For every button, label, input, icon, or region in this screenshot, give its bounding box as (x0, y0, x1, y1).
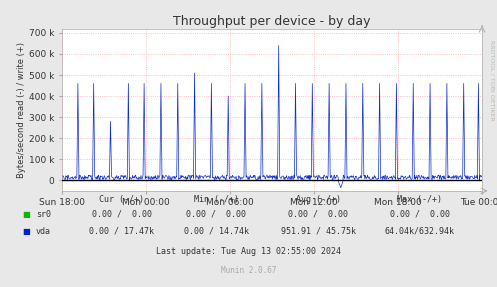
Title: Throughput per device - by day: Throughput per device - by day (173, 15, 371, 28)
Text: Min (-/+): Min (-/+) (194, 195, 239, 204)
Text: vda: vda (36, 227, 51, 236)
Text: Avg (-/+): Avg (-/+) (296, 195, 340, 204)
Text: 0.00 /  0.00: 0.00 / 0.00 (186, 210, 246, 219)
Text: 64.04k/632.94k: 64.04k/632.94k (385, 227, 455, 236)
Text: ■: ■ (22, 210, 30, 219)
Text: Cur (-/+): Cur (-/+) (99, 195, 144, 204)
Text: 951.91 / 45.75k: 951.91 / 45.75k (281, 227, 355, 236)
Text: Max (-/+): Max (-/+) (398, 195, 442, 204)
Text: Munin 2.0.67: Munin 2.0.67 (221, 266, 276, 275)
Text: 0.00 /  0.00: 0.00 / 0.00 (288, 210, 348, 219)
Text: 0.00 / 14.74k: 0.00 / 14.74k (184, 227, 248, 236)
Text: 0.00 / 17.47k: 0.00 / 17.47k (89, 227, 154, 236)
Text: ■: ■ (22, 227, 30, 236)
Text: sr0: sr0 (36, 210, 51, 219)
Y-axis label: Bytes/second read (-) / write (+): Bytes/second read (-) / write (+) (17, 42, 26, 178)
Text: Last update: Tue Aug 13 02:55:00 2024: Last update: Tue Aug 13 02:55:00 2024 (156, 247, 341, 256)
Text: 0.00 /  0.00: 0.00 / 0.00 (390, 210, 450, 219)
Text: 0.00 /  0.00: 0.00 / 0.00 (92, 210, 152, 219)
Text: RRDTOOL / TOBI OETIKER: RRDTOOL / TOBI OETIKER (490, 40, 495, 121)
